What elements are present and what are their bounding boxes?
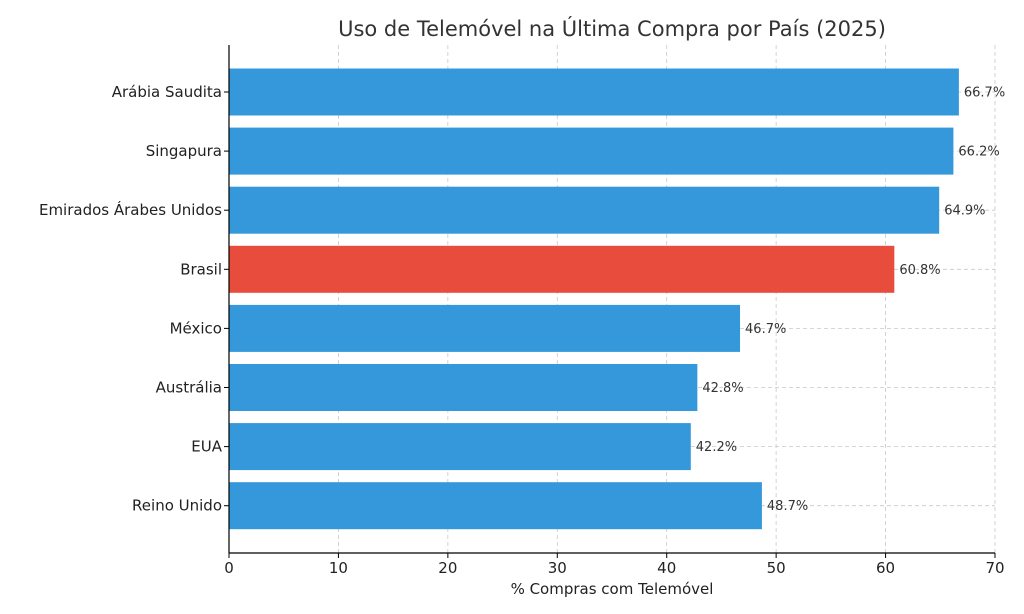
y-tick-label: México [170, 319, 222, 337]
x-tick-label: 50 [767, 559, 786, 577]
bar-value-label: 42.8% [702, 381, 743, 396]
bar-value-label: 46.7% [745, 322, 786, 337]
y-tick-label: Brasil [180, 260, 222, 278]
bar-value-label: 48.7% [767, 499, 808, 514]
bar-arábia-saudita [229, 68, 959, 116]
bar-brasil [229, 245, 895, 293]
x-tick-label: 20 [438, 559, 457, 577]
chart-title: Uso de Telemóvel na Última Compra por Pa… [338, 16, 886, 41]
x-axis-label: % Compras com Telemóvel [511, 580, 714, 598]
x-axis-ticks: 0 10 20 30 40 50 60 70 [224, 553, 1005, 577]
y-tick-label: Reino Unido [132, 497, 222, 515]
bar-emirados-árabes-unidos [229, 186, 940, 234]
x-tick-label: 60 [876, 559, 895, 577]
x-tick-label: 70 [985, 559, 1004, 577]
y-axis-ticks: Arábia Saudita Singapura Emirados Árabes U… [39, 83, 229, 515]
grid [229, 45, 996, 553]
bar-singapura [229, 127, 954, 175]
x-tick-label: 40 [657, 559, 676, 577]
x-tick-label: 10 [329, 559, 348, 577]
y-tick-label: EUA [191, 438, 222, 456]
bar-value-label: 66.2% [958, 145, 999, 160]
y-tick-label: Emirados Árabes Unidos [39, 200, 222, 219]
y-tick-label: Austrália [156, 379, 222, 397]
data-labels: 66.7% 66.2% 64.9% 60.8% 46.7% 42.8% 42.2% 48.7% [696, 86, 1005, 515]
bar-value-label: 66.7% [964, 86, 1005, 101]
x-tick-label: 0 [224, 559, 234, 577]
bar-reino-unido [229, 482, 762, 530]
bars [229, 68, 959, 530]
x-tick-label: 30 [548, 559, 567, 577]
bar-value-label: 42.2% [696, 440, 737, 455]
bar-value-label: 64.9% [944, 204, 985, 219]
bar-eua [229, 423, 691, 471]
bar-austrália [229, 364, 698, 411]
y-tick-label: Singapura [146, 142, 222, 160]
y-tick-label: Arábia Saudita [112, 83, 222, 101]
bar-value-label: 60.8% [899, 263, 940, 278]
bar-méxico [229, 304, 741, 352]
